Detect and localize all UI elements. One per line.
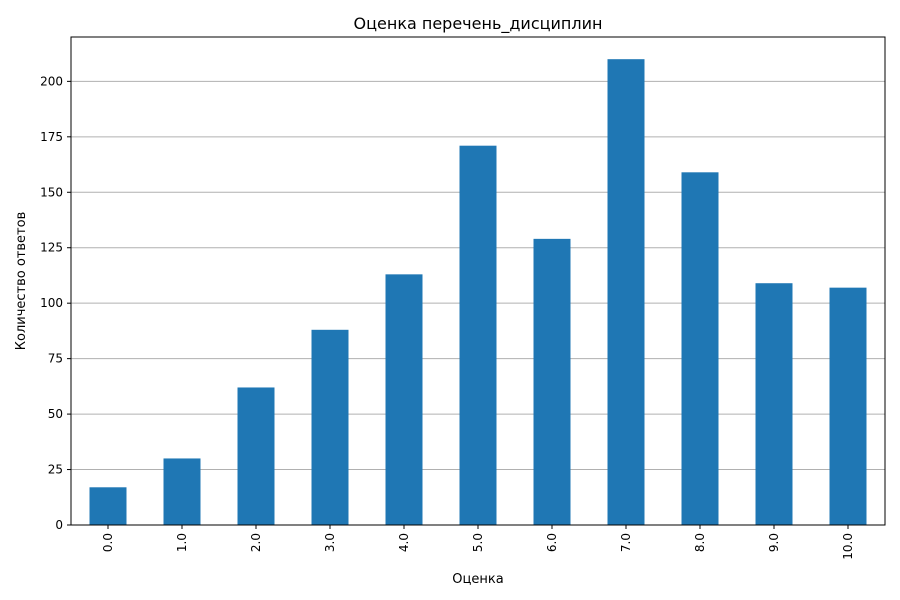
bar	[533, 238, 571, 525]
y-tick-label: 175	[40, 130, 63, 144]
bar	[385, 274, 423, 525]
bar	[681, 172, 719, 526]
y-axis-label: Количество ответов	[14, 212, 29, 350]
y-tick-label: 0	[55, 518, 63, 532]
y-tick-label: 200	[40, 74, 63, 88]
bar	[607, 59, 645, 525]
y-tick-label: 75	[48, 352, 63, 366]
x-tick-label: 7.0	[619, 533, 633, 552]
y-tick-label: 125	[40, 241, 63, 255]
bar	[163, 458, 201, 525]
y-tick-label: 150	[40, 185, 63, 199]
y-tick-label: 100	[40, 296, 63, 310]
bar	[237, 387, 275, 525]
bar	[829, 287, 867, 525]
x-tick-label: 8.0	[693, 533, 707, 552]
x-tick-label: 5.0	[471, 533, 485, 552]
y-tick-label: 25	[48, 463, 63, 477]
y-axis-ticks: 0 25 50 75 100 125 150 175 200	[40, 74, 71, 532]
bar	[89, 487, 127, 525]
x-axis-label: Оценка	[452, 572, 503, 587]
x-tick-label: 6.0	[545, 533, 559, 552]
x-tick-label: 9.0	[767, 533, 781, 552]
x-tick-label: 4.0	[397, 533, 411, 552]
x-tick-label: 3.0	[323, 533, 337, 552]
bars	[89, 59, 867, 526]
bar	[755, 283, 793, 525]
x-tick-label: 1.0	[175, 533, 189, 552]
bar	[311, 329, 349, 525]
y-tick-label: 50	[48, 407, 63, 421]
bar	[459, 145, 497, 525]
x-tick-label: 2.0	[249, 533, 263, 552]
x-axis-ticks: 0.0 1.0 2.0 3.0 4.0 5.0 6.0 7.0 8.0 9.0 10.0	[101, 525, 855, 560]
x-tick-label: 10.0	[841, 533, 855, 560]
chart-title: Оценка перечень_дисциплин	[354, 14, 603, 34]
x-tick-label: 0.0	[101, 533, 115, 552]
